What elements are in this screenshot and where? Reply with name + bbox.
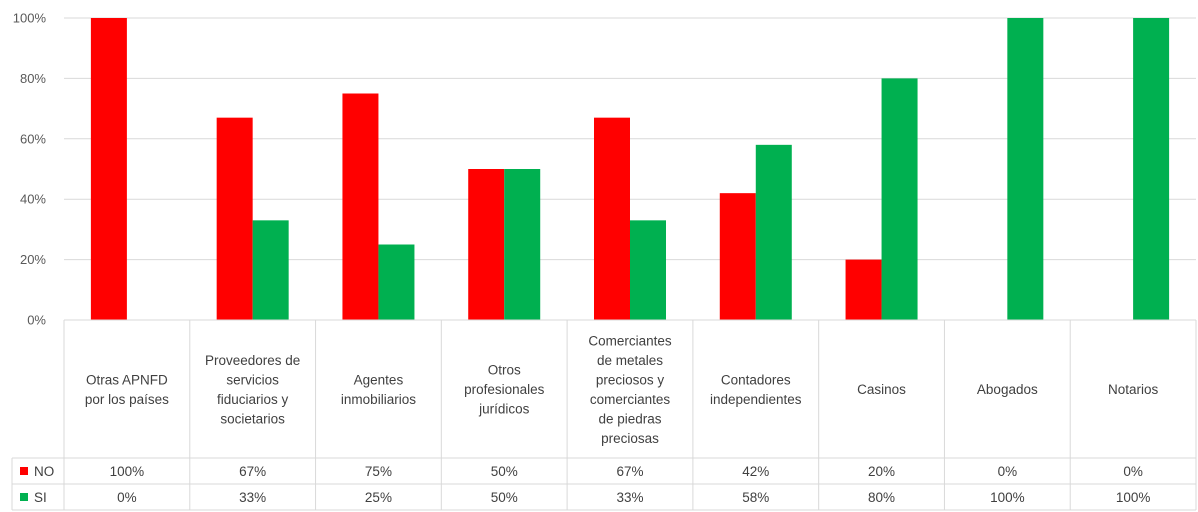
table-value-no: 20%: [868, 464, 895, 479]
bar-no: [90, 18, 127, 320]
bar-si: [881, 78, 918, 321]
category-label: Abogados: [977, 382, 1038, 397]
bar-si: [504, 169, 541, 320]
table-value-si: 33%: [239, 490, 266, 505]
bar-si: [1133, 18, 1170, 320]
y-tick-label: 40%: [20, 192, 46, 207]
y-tick-label: 80%: [20, 71, 46, 86]
category-label: Notarios: [1108, 382, 1159, 397]
table-value-si: 33%: [616, 490, 643, 505]
bar-si: [755, 144, 792, 320]
category-label: Otros profesionales jurídicos: [464, 363, 545, 417]
category-label: Casinos: [857, 382, 906, 397]
bar-no: [468, 169, 505, 320]
table-value-no: 0%: [998, 464, 1018, 479]
bar-no: [216, 117, 253, 320]
legend-key-no: [20, 467, 28, 475]
table-value-si: 80%: [868, 490, 895, 505]
y-tick-label: 60%: [20, 131, 46, 146]
y-tick-label: 20%: [20, 252, 46, 267]
table-value-si: 0%: [117, 490, 137, 505]
category-label: Contadores independientes: [710, 372, 802, 407]
legend-label-si: SI: [34, 490, 47, 505]
y-tick-label: 0%: [27, 313, 46, 328]
legend-key-si: [20, 493, 28, 501]
bar-no: [719, 193, 756, 320]
category-label: Agentes inmobiliarios: [341, 372, 416, 407]
bar-si: [378, 244, 415, 320]
table-value-no: 67%: [616, 464, 643, 479]
legend-label-no: NO: [34, 464, 54, 479]
category-label: Proveedores de servicios fiduciarios y soci…: [205, 353, 300, 427]
category-label: Otras APNFD por los países: [85, 372, 169, 407]
bar-no: [594, 117, 630, 320]
table-value-si: 25%: [365, 490, 392, 505]
bar-no: [342, 93, 379, 320]
y-tick-label: 100%: [13, 11, 47, 26]
table-value-si: 50%: [491, 490, 518, 505]
table-value-no: 67%: [239, 464, 266, 479]
table-value-si: 100%: [1116, 490, 1151, 505]
table-value-no: 0%: [1123, 464, 1143, 479]
bar-si: [630, 220, 666, 320]
bar-si: [252, 220, 289, 320]
table-value-no: 100%: [110, 464, 145, 479]
bar-no: [845, 259, 882, 320]
category-label: Comerciantes de metales preciosos y comerci…: [588, 333, 672, 446]
table-value-si: 58%: [742, 490, 769, 505]
table-value-no: 42%: [742, 464, 769, 479]
table-value-si: 100%: [990, 490, 1025, 505]
table-value-no: 50%: [491, 464, 518, 479]
table-value-no: 75%: [365, 464, 392, 479]
bar-si: [1007, 18, 1044, 320]
